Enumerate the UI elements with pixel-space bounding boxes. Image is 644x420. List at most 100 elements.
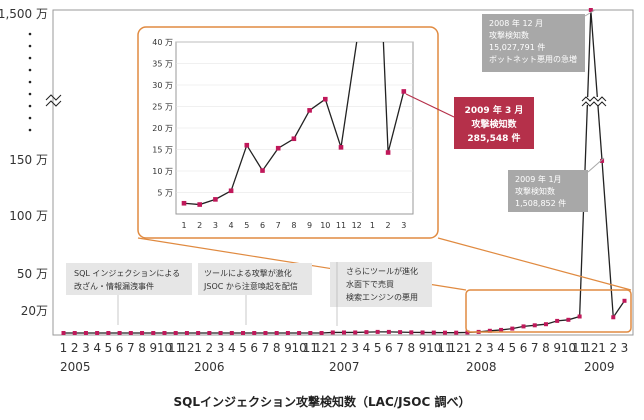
- x-tick-label: 4: [93, 341, 101, 355]
- data-point: [409, 330, 414, 335]
- data-point: [151, 331, 156, 335]
- data-point: [83, 331, 88, 335]
- inset-data-point: [228, 188, 234, 194]
- x-tick-label: 5: [239, 341, 247, 355]
- note-text: 検索エンジンの悪用: [346, 292, 418, 302]
- year-label: 2009: [584, 360, 615, 374]
- x-tick-label: 10: [291, 341, 306, 355]
- callout-text: 2008 年 12 月: [489, 18, 543, 28]
- highlight-frame: [465, 289, 632, 333]
- data-point: [184, 331, 189, 335]
- inset-series: [181, 41, 407, 207]
- inset-y-tick-label: 10 万: [152, 167, 173, 176]
- chart-title: SQLインジェクション攻撃検知数（LAC/JSOC 調べ）: [174, 394, 471, 409]
- data-point: [162, 331, 167, 335]
- x-tick-label: 6: [520, 341, 528, 355]
- inset-x-tick-label: 3: [401, 221, 406, 230]
- x-tick-label: 11: [572, 341, 587, 355]
- x-tick-label: 3: [217, 341, 225, 355]
- x-tick-label: 7: [262, 341, 270, 355]
- data-point: [600, 158, 605, 163]
- data-point: [330, 330, 335, 335]
- data-point: [375, 329, 380, 334]
- data-point: [196, 331, 201, 335]
- plot-frame: [52, 9, 634, 336]
- x-tick-label: 9: [284, 341, 292, 355]
- inset-data-point: [197, 202, 202, 207]
- x-tick-label: 8: [542, 341, 550, 355]
- data-point: [622, 298, 627, 303]
- callout-text: 1,508,852 件: [515, 198, 566, 208]
- x-tick-label: 6: [385, 341, 393, 355]
- data-point: [207, 331, 212, 335]
- data-point: [532, 323, 537, 328]
- inset-x-tick-label: 10: [320, 221, 330, 230]
- data-point: [555, 318, 560, 323]
- x-tick-label: 10: [561, 341, 576, 355]
- inset-y-tick-label: 35 万: [152, 60, 173, 69]
- inset-y-tick-label: 40 万: [152, 38, 173, 47]
- x-tick-label: 10: [157, 341, 172, 355]
- callout-text: 2009 年 1月: [515, 174, 562, 184]
- x-tick-label: 1: [464, 341, 472, 355]
- data-point: [611, 315, 616, 320]
- axis-break-spike: [581, 96, 608, 107]
- x-tick-label: 7: [396, 341, 404, 355]
- inset-x-tick-label: 8: [291, 221, 296, 230]
- inset-x-tick-label: 7: [276, 221, 281, 230]
- data-point: [61, 331, 66, 335]
- data-point: [297, 331, 302, 335]
- highlight-text: 2009 年 3 月: [465, 104, 524, 116]
- inset-y-tick-label: 5 万: [157, 189, 173, 198]
- x-tick-label: 7: [531, 341, 539, 355]
- x-tick-label: 2: [206, 341, 214, 355]
- data-point: [442, 330, 447, 335]
- x-tick-label: 11: [168, 341, 183, 355]
- y-tick-label: 150 万: [9, 153, 48, 167]
- highlight-text: 285,548 件: [467, 132, 520, 144]
- x-tick-label: 8: [138, 341, 146, 355]
- data-point: [420, 330, 425, 335]
- note-box-tool: ツールによる攻撃が激化 JSOC から注意喚起を配信: [198, 263, 312, 325]
- year-label: 2005: [60, 360, 91, 374]
- data-point: [285, 331, 290, 335]
- x-tick-label: 2: [71, 341, 79, 355]
- note-box-evolve: さらにツールが進化 水面下で売買 検索エンジンの悪用: [330, 262, 432, 326]
- y-tick-label: 50 万: [17, 267, 48, 281]
- callout-text: ボットネット悪用の急増: [489, 54, 577, 64]
- data-point: [499, 327, 504, 332]
- data-point: [229, 331, 234, 335]
- inset-connector: [437, 237, 632, 291]
- inset-series-line: [183, 41, 358, 206]
- data-point: [577, 314, 582, 319]
- note-text: さらにツールが進化: [346, 266, 418, 276]
- data-point: [252, 331, 257, 335]
- inset-x-tick-label: 11: [336, 221, 346, 230]
- inset-x-tick-label: 6: [260, 221, 265, 230]
- note-box-sqli: SQL インジェクションによる 改ざん・情報漏洩事件: [66, 263, 192, 325]
- data-point: [319, 331, 324, 335]
- highlight-text: 攻撃検知数: [471, 118, 517, 130]
- note-text: 改ざん・情報漏洩事件: [74, 281, 154, 291]
- x-tick-label: 8: [407, 341, 415, 355]
- data-point: [386, 329, 391, 334]
- data-point: [308, 331, 313, 335]
- year-label: 2008: [466, 360, 497, 374]
- data-point: [95, 331, 100, 335]
- inset-x-tick-label: 5: [244, 221, 249, 230]
- data-point: [128, 331, 133, 335]
- x-tick-label: 10: [426, 341, 441, 355]
- data-point: [117, 331, 122, 335]
- data-point: [566, 317, 571, 322]
- data-point: [431, 330, 436, 335]
- x-tick-label: 1: [329, 341, 337, 355]
- inset-data-point: [275, 145, 281, 151]
- x-tick-label: 12: [583, 341, 598, 355]
- callout-jan2009: 2009 年 1月 攻撃検知数 1,508,852 件: [508, 157, 605, 212]
- inset-x-tick-label: 12: [352, 221, 362, 230]
- inset-data-point: [213, 197, 218, 202]
- x-tick-label: 12: [179, 341, 194, 355]
- x-tick-label: 12: [314, 341, 329, 355]
- data-point: [274, 331, 279, 335]
- data-point: [543, 322, 548, 327]
